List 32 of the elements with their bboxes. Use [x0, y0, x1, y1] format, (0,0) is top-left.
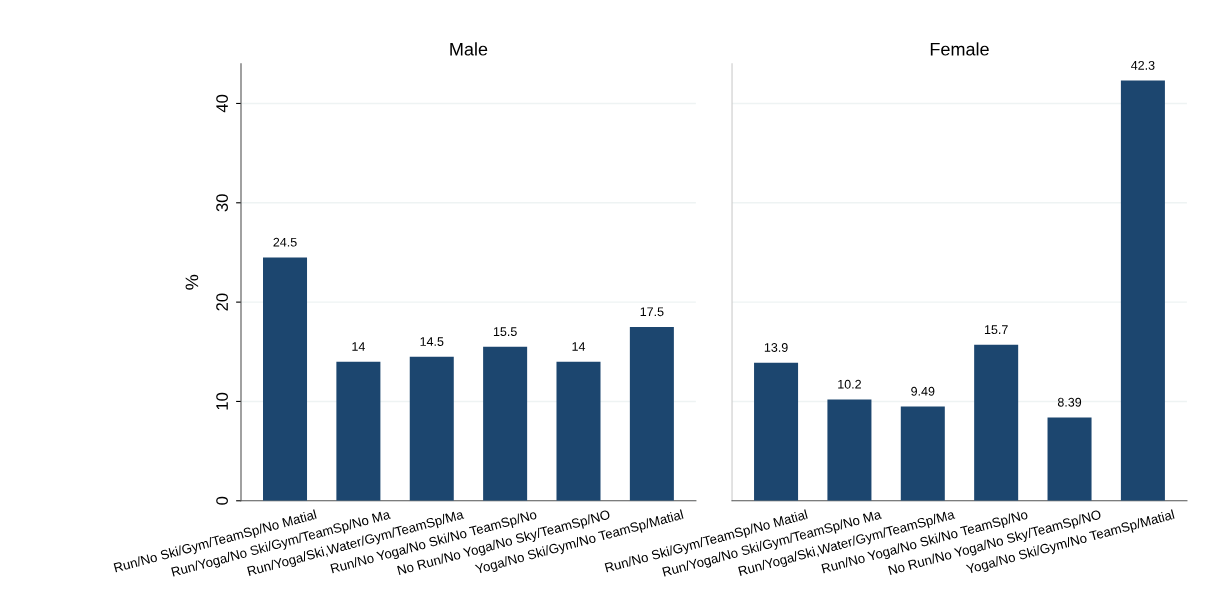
y-axis-title: %	[185, 274, 199, 290]
y-tick-label: 40	[216, 94, 228, 113]
y-tick-label: 0	[216, 496, 228, 505]
data-label: 17.5	[640, 307, 664, 317]
data-label: 13.9	[764, 343, 788, 352]
data-label: 14.5	[420, 337, 444, 346]
chart-title: Male	[450, 42, 488, 56]
bar	[629, 326, 674, 501]
bar	[1120, 80, 1165, 501]
data-label: 14	[572, 342, 586, 351]
data-label: 42.3	[1131, 60, 1155, 70]
bar	[974, 344, 1019, 501]
bar	[483, 346, 528, 501]
data-label: 15.5	[493, 327, 517, 337]
bar	[900, 406, 945, 501]
bar	[827, 399, 872, 501]
y-tick-label: 20	[216, 293, 228, 311]
data-label: 9.49	[911, 386, 935, 396]
y-tick-label: 30	[216, 194, 228, 212]
data-label: 14	[352, 342, 365, 351]
y-tick-label: 10	[216, 392, 228, 410]
bar	[336, 361, 381, 501]
data-label: 24.5	[273, 237, 297, 247]
chart-title: Female	[930, 42, 989, 56]
bar	[1047, 417, 1092, 501]
bar	[263, 257, 308, 501]
bar	[556, 361, 601, 501]
data-label: 10.2	[838, 379, 861, 389]
bar	[754, 362, 799, 501]
data-label: 8.39	[1057, 397, 1082, 407]
bar	[409, 356, 454, 501]
data-label: 15.7	[984, 325, 1008, 335]
